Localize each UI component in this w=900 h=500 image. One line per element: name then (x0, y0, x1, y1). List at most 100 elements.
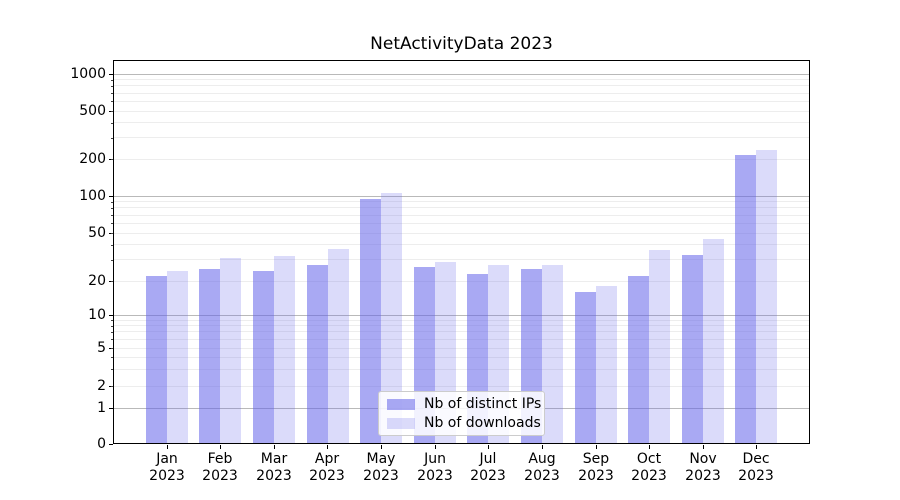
y-minor-tick (111, 101, 113, 102)
y-tick (109, 196, 113, 197)
y-minor-tick (111, 80, 113, 81)
minor-gridline (114, 201, 810, 202)
y-tick-label: 50 (88, 225, 106, 241)
x-tick-label: May 2023 (363, 451, 399, 484)
x-tick (703, 445, 704, 449)
legend-swatch-downloads (387, 417, 415, 429)
bar-downloads (327, 248, 349, 444)
bar-downloads (649, 250, 671, 444)
bar-downloads (381, 193, 403, 444)
y-minor-tick (111, 332, 113, 333)
y-minor-tick (111, 202, 113, 203)
y-tick-label: 1 (97, 400, 106, 416)
x-tick (542, 445, 543, 449)
minor-gridline (114, 386, 810, 387)
y-minor-tick (111, 215, 113, 216)
y-minor-tick (111, 208, 113, 209)
bar-distinct-ips (199, 269, 221, 444)
bar-distinct-ips (628, 276, 650, 444)
x-tick (435, 445, 436, 449)
y-minor-tick (111, 348, 113, 349)
y-minor-tick (111, 357, 113, 358)
x-tick-label: Feb 2023 (202, 451, 238, 484)
y-minor-tick (111, 233, 113, 234)
x-tick (327, 445, 328, 449)
y-tick-label: 1000 (70, 66, 106, 82)
minor-gridline (114, 233, 810, 234)
minor-gridline (114, 93, 810, 94)
y-minor-tick (111, 138, 113, 139)
minor-gridline (114, 244, 810, 245)
x-tick (381, 445, 382, 449)
x-tick (220, 445, 221, 449)
bar-downloads (220, 258, 242, 444)
x-tick-label: Apr 2023 (309, 451, 345, 484)
y-minor-tick (111, 86, 113, 87)
bar-distinct-ips (306, 265, 328, 444)
minor-gridline (114, 320, 810, 321)
x-tick-label: Jan 2023 (149, 451, 185, 484)
x-tick-label: Dec 2023 (738, 451, 774, 484)
bar-distinct-ips (252, 271, 274, 444)
major-gridline (114, 74, 810, 75)
legend: Nb of distinct IPs Nb of downloads (378, 391, 545, 436)
x-tick-label: Jun 2023 (417, 451, 453, 484)
y-minor-tick (111, 369, 113, 370)
minor-gridline (114, 339, 810, 340)
bar-downloads (273, 256, 295, 444)
y-tick-label: 2 (97, 378, 106, 394)
y-tick-label: 0 (97, 436, 106, 452)
bar-downloads (541, 265, 563, 444)
y-tick (109, 74, 113, 75)
legend-label-downloads: Nb of downloads (424, 415, 541, 431)
x-tick (649, 445, 650, 449)
minor-gridline (114, 159, 810, 160)
bar-downloads (595, 286, 617, 444)
minor-gridline (114, 215, 810, 216)
bar-distinct-ips (145, 276, 167, 444)
y-tick-label: 10 (88, 307, 106, 323)
x-tick-label: Aug 2023 (524, 451, 560, 484)
y-minor-tick (111, 223, 113, 224)
y-tick-label: 100 (79, 188, 106, 204)
x-tick-label: Nov 2023 (685, 451, 721, 484)
bar-distinct-ips (735, 154, 757, 444)
y-minor-tick (111, 281, 113, 282)
bar-distinct-ips (681, 254, 703, 444)
y-minor-tick (111, 386, 113, 387)
x-tick (167, 445, 168, 449)
y-tick (109, 315, 113, 316)
y-minor-tick (111, 320, 113, 321)
minor-gridline (114, 223, 810, 224)
y-minor-tick (111, 159, 113, 160)
x-tick (274, 445, 275, 449)
x-tick (756, 445, 757, 449)
x-tick-label: Oct 2023 (631, 451, 667, 484)
y-minor-tick (111, 326, 113, 327)
y-tick-label: 200 (79, 151, 106, 167)
bar-downloads (166, 271, 188, 444)
minor-gridline (114, 348, 810, 349)
y-tick-label: 500 (79, 103, 106, 119)
legend-entry-distinct-ips: Nb of distinct IPs (387, 396, 544, 412)
minor-gridline (114, 357, 810, 358)
y-minor-tick (111, 245, 113, 246)
legend-entry-downloads: Nb of downloads (387, 415, 544, 431)
x-tick-label: Mar 2023 (256, 451, 292, 484)
bar-downloads (756, 150, 778, 444)
minor-gridline (114, 207, 810, 208)
minor-gridline (114, 259, 810, 260)
minor-gridline (114, 281, 810, 282)
x-tick (596, 445, 597, 449)
bar-distinct-ips (360, 198, 382, 444)
minor-gridline (114, 122, 810, 123)
y-tick-label: 20 (88, 273, 106, 289)
y-minor-tick (111, 93, 113, 94)
y-minor-tick (111, 111, 113, 112)
y-tick (109, 444, 113, 445)
minor-gridline (114, 79, 810, 80)
y-minor-tick (111, 260, 113, 261)
legend-swatch-distinct-ips (387, 398, 415, 410)
y-tick (109, 408, 113, 409)
